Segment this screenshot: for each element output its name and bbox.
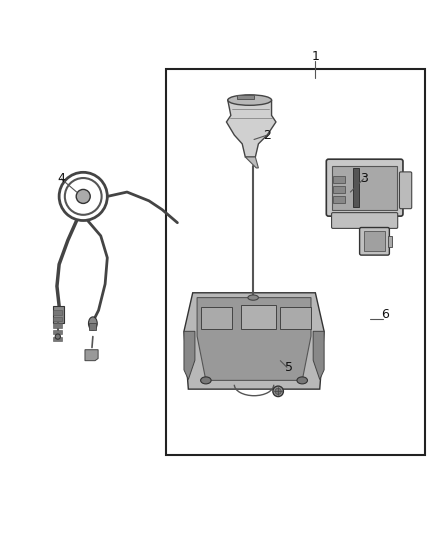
Text: 6: 6 bbox=[381, 308, 389, 321]
Text: 4: 4 bbox=[57, 172, 65, 185]
FancyBboxPatch shape bbox=[360, 228, 389, 255]
Bar bbox=[89, 324, 96, 330]
Ellipse shape bbox=[297, 377, 307, 384]
Bar bbox=[333, 176, 345, 183]
Polygon shape bbox=[184, 332, 195, 379]
FancyBboxPatch shape bbox=[332, 213, 398, 229]
Ellipse shape bbox=[76, 189, 90, 204]
Bar bbox=[333, 186, 345, 193]
Text: 3: 3 bbox=[360, 172, 367, 185]
Polygon shape bbox=[245, 157, 258, 168]
Bar bbox=[53, 306, 64, 324]
Polygon shape bbox=[313, 332, 324, 379]
Text: 2: 2 bbox=[263, 128, 271, 142]
Bar bbox=[388, 236, 392, 247]
Bar bbox=[353, 168, 359, 207]
Bar bbox=[53, 324, 62, 328]
Bar bbox=[364, 231, 385, 251]
Bar bbox=[53, 317, 62, 321]
Bar bbox=[166, 69, 425, 455]
Polygon shape bbox=[197, 297, 311, 381]
Bar bbox=[237, 95, 254, 99]
Text: 5: 5 bbox=[285, 361, 293, 374]
Ellipse shape bbox=[88, 317, 97, 330]
Bar bbox=[333, 196, 345, 203]
Bar bbox=[280, 308, 311, 329]
Bar bbox=[53, 310, 62, 314]
Ellipse shape bbox=[248, 295, 258, 300]
Ellipse shape bbox=[201, 377, 211, 384]
Ellipse shape bbox=[55, 334, 60, 339]
Ellipse shape bbox=[228, 95, 272, 106]
Bar bbox=[332, 166, 397, 209]
Text: 1: 1 bbox=[311, 50, 319, 63]
Polygon shape bbox=[226, 100, 276, 157]
Polygon shape bbox=[184, 293, 324, 389]
Bar bbox=[241, 305, 276, 329]
Ellipse shape bbox=[275, 388, 281, 394]
Polygon shape bbox=[85, 350, 98, 361]
Ellipse shape bbox=[273, 386, 283, 397]
Bar bbox=[53, 330, 62, 334]
Bar bbox=[201, 308, 232, 329]
FancyBboxPatch shape bbox=[326, 159, 403, 216]
FancyBboxPatch shape bbox=[399, 172, 412, 209]
Bar bbox=[53, 336, 62, 341]
